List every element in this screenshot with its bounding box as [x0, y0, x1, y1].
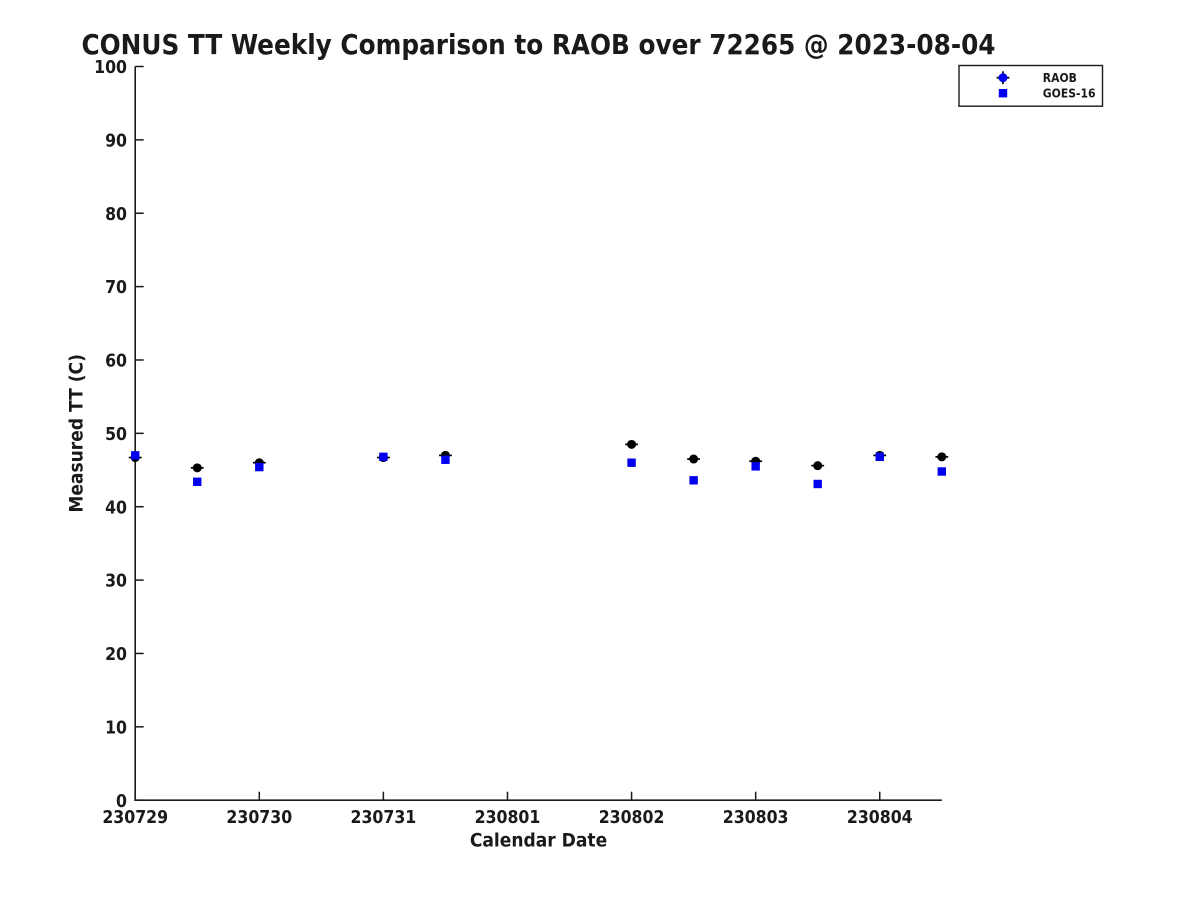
ticks-layer: 0 10 20 30 40 50 60 70 80 90 100 230729 230730 230731… — [94, 58, 913, 828]
y-tick-label: 90 — [105, 131, 127, 151]
data-layer — [128, 439, 949, 489]
y-tick-label: 80 — [105, 205, 127, 225]
goes-16-marker — [751, 462, 760, 471]
legend-raob-marker — [998, 73, 1008, 83]
legend-label-goes-16: GOES-16 — [1043, 87, 1096, 101]
legend-goes-16-marker — [998, 89, 1008, 98]
spines-layer — [134, 66, 942, 802]
y-tick-label: 10 — [105, 718, 127, 738]
y-tick-label: 30 — [105, 572, 127, 592]
y-tick-label: 40 — [105, 498, 127, 518]
legend: RAOB GOES-16 — [958, 64, 1104, 107]
goes-16-marker — [875, 452, 884, 462]
raob-marker — [937, 452, 947, 462]
y-axis-label: Measured TT (C) — [66, 354, 88, 513]
x-tick-label: 230729 — [102, 808, 168, 828]
goes-16-marker — [627, 458, 636, 467]
legend-frame — [958, 64, 1104, 107]
y-tick-label: 50 — [105, 425, 127, 445]
goes-16-marker — [255, 462, 264, 472]
y-tick-label: 0 — [116, 792, 127, 812]
x-tick-label: 230802 — [599, 808, 665, 828]
goes-16-marker — [131, 451, 140, 460]
legend-handles — [996, 71, 1010, 98]
legend-label-raob: RAOB — [1043, 71, 1077, 85]
raob-marker — [627, 439, 637, 449]
goes-16-marker — [379, 452, 388, 462]
y-tick-label: 20 — [105, 645, 127, 665]
raob-marker — [813, 461, 823, 471]
y-tick-label: 100 — [94, 58, 127, 78]
x-tick-label: 230804 — [847, 808, 913, 828]
chart-title: CONUS TT Weekly Comparison to RAOB over … — [81, 29, 995, 61]
raob-marker — [192, 463, 202, 473]
y-tick-label: 70 — [105, 278, 127, 298]
goes-16-marker — [689, 476, 698, 485]
x-tick-label: 230803 — [723, 808, 789, 828]
x-tick-label: 230801 — [475, 808, 541, 828]
goes-16-marker — [813, 479, 822, 489]
goes-16-marker — [193, 477, 202, 486]
goes-16-marker — [937, 467, 946, 476]
x-axis-label: Calendar Date — [470, 830, 607, 852]
raob-marker — [689, 454, 699, 464]
x-tick-label: 230730 — [226, 808, 292, 828]
goes-16-marker — [441, 455, 450, 464]
y-tick-label: 60 — [105, 352, 127, 372]
x-tick-label: 230731 — [351, 808, 417, 828]
